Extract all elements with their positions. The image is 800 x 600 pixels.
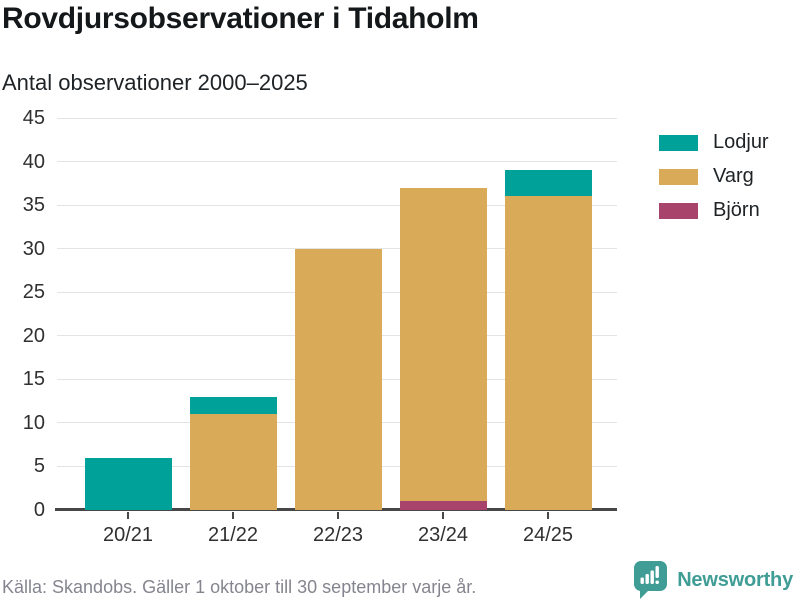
newsworthy-bubble-chart-icon — [634, 561, 668, 599]
x-axis-label-23-24: 23/24 — [417, 524, 469, 546]
legend-item-lodjur: Lodjur — [659, 131, 769, 154]
legend-swatch-lodjur — [659, 134, 698, 151]
y-axis-label-40: 40 — [22, 150, 45, 173]
chart-title: Rovdjursobservationer i Tidaholm — [2, 2, 479, 35]
gridline-y-40 — [57, 161, 617, 163]
bar-segment-varg-22-23 — [294, 248, 382, 510]
gridline-y-45 — [57, 117, 617, 119]
source-note: Källa: Skandobs. Gäller 1 oktober till 3… — [2, 577, 477, 597]
y-axis-label-10: 10 — [22, 411, 45, 434]
legend-item-bjorn: Björn — [659, 199, 769, 222]
plot-area: 20/21 21/22 22/23 23/24 24/25 — [55, 117, 617, 546]
chart-subtitle: Antal observationer 2000–2025 — [2, 70, 308, 95]
x-tick-23-24 — [442, 512, 444, 519]
y-axis: 0 5 10 15 20 25 30 35 40 45 — [0, 108, 45, 520]
bar-segment-lodjur-21-22 — [189, 396, 277, 415]
bar-segment-bjorn-23-24 — [399, 501, 487, 510]
x-tick-24-25 — [547, 512, 549, 519]
x-axis-label-22-23: 22/23 — [312, 524, 364, 546]
legend-label-varg: Varg — [713, 165, 754, 187]
y-axis-label-5: 5 — [33, 455, 45, 478]
y-axis-label-0: 0 — [33, 499, 45, 521]
y-axis-label-25: 25 — [22, 281, 45, 304]
y-axis-label-35: 35 — [22, 194, 45, 217]
x-axis-label-21-22: 21/22 — [207, 524, 259, 546]
legend: Lodjur Varg Björn — [659, 131, 769, 222]
legend-label-bjorn: Björn — [713, 199, 760, 221]
y-axis-label-15: 15 — [22, 368, 45, 391]
bar-segment-lodjur-20-21 — [84, 457, 172, 510]
gridline-y-35 — [57, 204, 617, 206]
x-axis-label-24-25: 24/25 — [522, 524, 574, 546]
legend-item-varg: Varg — [659, 165, 769, 188]
legend-swatch-varg — [659, 168, 698, 185]
newsworthy-logo: Newsworthy — [633, 561, 793, 599]
bar-segment-varg-23-24 — [399, 187, 487, 502]
x-tick-22-23 — [337, 512, 339, 519]
x-axis-label-20-21: 20/21 — [102, 524, 154, 546]
x-tick-21-22 — [232, 512, 234, 519]
bar-segment-varg-24-25 — [504, 196, 592, 510]
x-tick-20-21 — [127, 512, 129, 519]
bar-segment-varg-21-22 — [189, 414, 277, 510]
legend-label-lodjur: Lodjur — [713, 131, 769, 153]
y-axis-label-45: 45 — [22, 107, 45, 129]
y-axis-label-20: 20 — [22, 324, 45, 347]
y-axis-label-30: 30 — [22, 237, 45, 260]
legend-swatch-bjorn — [659, 202, 698, 219]
newsworthy-wordmark: Newsworthy — [677, 568, 793, 591]
bar-segment-lodjur-24-25 — [504, 170, 592, 197]
